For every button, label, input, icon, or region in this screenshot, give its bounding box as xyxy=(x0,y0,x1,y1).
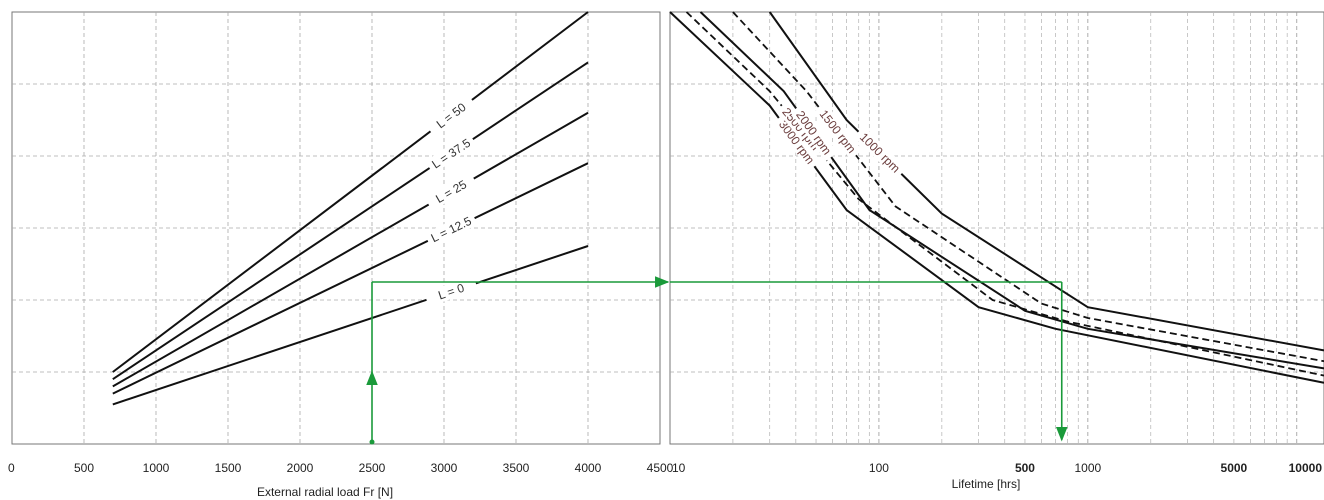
left-x-tick-label: 1000 xyxy=(143,461,170,475)
left-series-line xyxy=(112,61,589,381)
right-x-tick-label: 100 xyxy=(869,461,889,475)
right-series-line xyxy=(732,11,1324,363)
right-series-line xyxy=(768,11,1324,352)
green-reading-guide xyxy=(366,276,1068,445)
left-x-tick-label: 2500 xyxy=(359,461,386,475)
left-series-line xyxy=(112,162,589,395)
left-x-tick-label: 3000 xyxy=(431,461,458,475)
right-x-axis-title: Lifetime [hrs] xyxy=(952,477,1021,491)
left-label-mask xyxy=(425,132,477,174)
left-series-line xyxy=(112,11,589,373)
right-label-mask xyxy=(773,113,821,171)
right-x-tick-label: 1000 xyxy=(1074,461,1101,475)
right-series-line xyxy=(685,11,1324,377)
left-x-tick-label: 500 xyxy=(74,461,94,475)
left-series-lines xyxy=(112,11,589,406)
left-x-tick-label: 4500 xyxy=(647,461,674,475)
left-panel-load-chart: L = 50L = 37.5L = 25L = 12.5L = 0 0 500 10… xyxy=(8,11,674,499)
left-label-mask xyxy=(424,275,479,307)
right-label-mask xyxy=(790,103,838,162)
left-x-tick-label: 4000 xyxy=(575,461,602,475)
left-label-mask xyxy=(424,210,478,248)
left-x-tick-label: 1500 xyxy=(215,461,242,475)
left-label-mask xyxy=(424,171,478,211)
right-grid xyxy=(670,12,1324,444)
left-x-axis-title: External radial load Fr [N] xyxy=(257,485,393,499)
right-x-tick-labels: 10 100 500 1000 5000 10000 xyxy=(672,461,1322,475)
left-x-tick-label: 3500 xyxy=(503,461,530,475)
right-label-mask xyxy=(853,126,907,179)
left-x-tick-labels: 0 500 1000 1500 2000 2500 3000 3500 4000 4500 xyxy=(8,461,674,475)
right-x-tick-label: 10000 xyxy=(1289,461,1323,475)
left-series-line xyxy=(112,245,589,406)
right-series-line xyxy=(699,11,1324,370)
right-x-tick-label: 5000 xyxy=(1221,461,1248,475)
right-series-lines xyxy=(669,11,1324,384)
left-x-tick-label: 2000 xyxy=(287,461,314,475)
right-label-mask xyxy=(813,102,863,160)
left-x-tick-label: 0 xyxy=(8,461,15,475)
left-series-line xyxy=(112,111,589,388)
right-x-tick-label: 500 xyxy=(1015,461,1035,475)
right-x-tick-label: 10 xyxy=(672,461,686,475)
right-series-line xyxy=(669,11,1324,384)
left-label-mask xyxy=(425,93,477,137)
